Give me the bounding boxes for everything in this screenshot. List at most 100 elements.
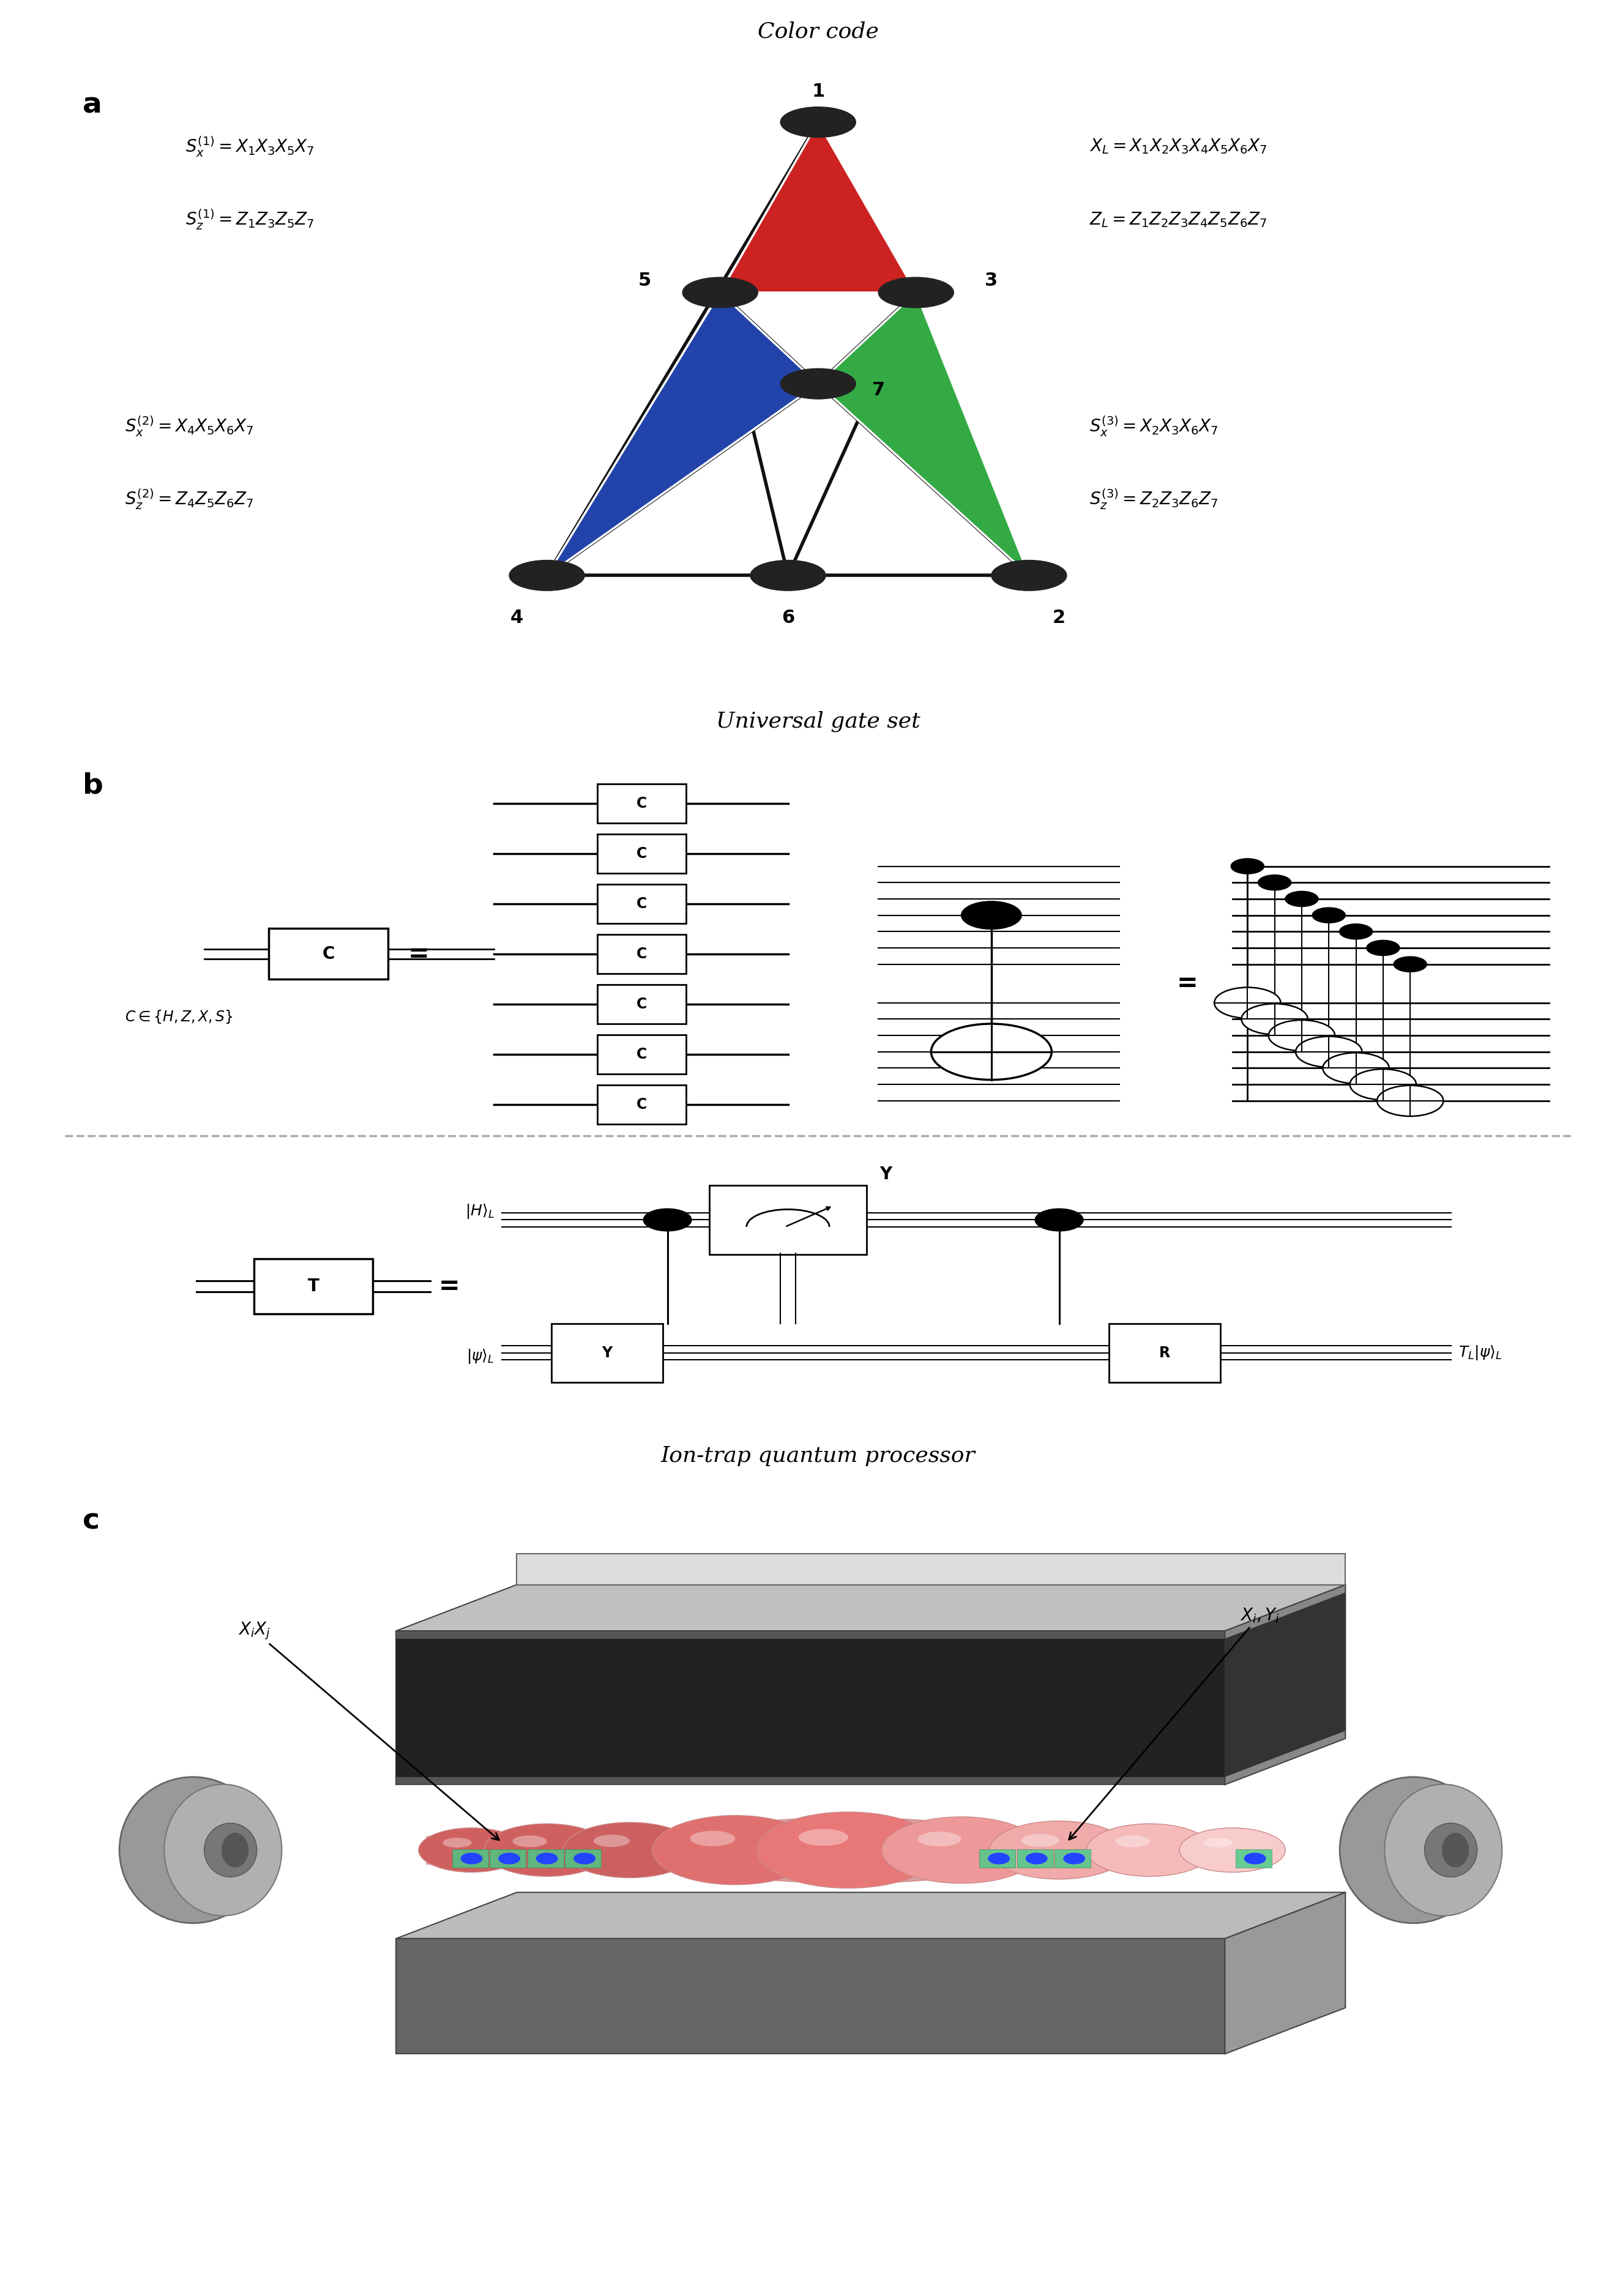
FancyBboxPatch shape — [1017, 1848, 1053, 1867]
Ellipse shape — [593, 1835, 630, 1846]
Ellipse shape — [1115, 1835, 1150, 1848]
Polygon shape — [517, 1554, 1345, 1584]
Text: $S_z^{(3)} = Z_2Z_3Z_6Z_7$: $S_z^{(3)} = Z_2Z_3Z_6Z_7$ — [1089, 487, 1218, 512]
Polygon shape — [818, 292, 1029, 576]
Ellipse shape — [442, 1837, 471, 1848]
FancyBboxPatch shape — [598, 1035, 687, 1075]
Text: C: C — [637, 996, 646, 1010]
FancyBboxPatch shape — [710, 1185, 867, 1254]
Text: T: T — [308, 1279, 319, 1295]
Polygon shape — [548, 292, 818, 576]
Text: 6: 6 — [781, 608, 794, 627]
FancyBboxPatch shape — [452, 1848, 488, 1867]
Circle shape — [573, 1853, 595, 1864]
Text: $S_x^{(1)} = X_1X_3X_5X_7$: $S_x^{(1)} = X_1X_3X_5X_7$ — [185, 135, 314, 158]
Circle shape — [1244, 1853, 1265, 1864]
Text: $S_z^{(2)} = Z_4Z_5Z_6Z_7$: $S_z^{(2)} = Z_4Z_5Z_6Z_7$ — [125, 487, 254, 512]
Text: $X_i, Y_i$: $X_i, Y_i$ — [1069, 1607, 1280, 1839]
Ellipse shape — [120, 1777, 266, 1924]
FancyBboxPatch shape — [489, 1848, 527, 1867]
Text: $|\psi\rangle_L$: $|\psi\rangle_L$ — [467, 1348, 494, 1366]
Text: =: = — [1176, 971, 1197, 996]
Circle shape — [682, 278, 758, 308]
Polygon shape — [1225, 1584, 1345, 1784]
Ellipse shape — [881, 1816, 1040, 1883]
Ellipse shape — [1179, 1828, 1285, 1871]
Text: 2: 2 — [1053, 608, 1066, 627]
Circle shape — [991, 560, 1066, 590]
FancyBboxPatch shape — [269, 928, 387, 978]
Text: R: R — [1158, 1345, 1170, 1359]
Polygon shape — [1225, 1892, 1345, 2055]
Ellipse shape — [204, 1823, 258, 1878]
Circle shape — [1268, 1019, 1335, 1052]
Circle shape — [1377, 1086, 1443, 1116]
Ellipse shape — [1424, 1823, 1477, 1878]
Circle shape — [1215, 987, 1281, 1017]
Text: C: C — [637, 946, 646, 962]
FancyBboxPatch shape — [598, 833, 687, 872]
Circle shape — [1035, 1208, 1084, 1231]
Ellipse shape — [690, 1830, 735, 1846]
Ellipse shape — [484, 1823, 609, 1876]
Ellipse shape — [799, 1830, 849, 1846]
Circle shape — [988, 1853, 1009, 1864]
Circle shape — [931, 1024, 1051, 1079]
FancyBboxPatch shape — [598, 783, 687, 822]
Circle shape — [1349, 1070, 1416, 1100]
FancyBboxPatch shape — [1236, 1848, 1272, 1867]
Text: 4: 4 — [510, 608, 523, 627]
Text: 3: 3 — [985, 271, 998, 289]
FancyBboxPatch shape — [980, 1848, 1016, 1867]
Circle shape — [781, 370, 855, 400]
Circle shape — [781, 108, 855, 138]
FancyBboxPatch shape — [528, 1848, 564, 1867]
Ellipse shape — [1442, 1832, 1469, 1867]
Ellipse shape — [512, 1835, 548, 1848]
Circle shape — [1285, 891, 1319, 907]
Ellipse shape — [990, 1821, 1129, 1878]
Text: $X_L = X_1X_2X_3X_4X_5X_6X_7$: $X_L = X_1X_2X_3X_4X_5X_6X_7$ — [1089, 138, 1267, 156]
Ellipse shape — [164, 1784, 282, 1915]
Ellipse shape — [919, 1832, 961, 1846]
Text: =: = — [439, 1274, 460, 1300]
Polygon shape — [397, 1938, 1225, 2055]
Text: $S_x^{(3)} = X_2X_3X_6X_7$: $S_x^{(3)} = X_2X_3X_6X_7$ — [1089, 416, 1218, 439]
Circle shape — [536, 1853, 557, 1864]
FancyBboxPatch shape — [598, 934, 687, 974]
Text: 7: 7 — [872, 381, 885, 400]
Circle shape — [509, 560, 585, 590]
Circle shape — [1324, 1054, 1388, 1084]
Circle shape — [1241, 1003, 1307, 1035]
Circle shape — [1025, 1853, 1047, 1864]
Circle shape — [1259, 875, 1291, 891]
Circle shape — [961, 902, 1022, 930]
Text: =: = — [408, 941, 429, 967]
Text: $S_z^{(1)} = Z_1Z_3Z_5Z_7$: $S_z^{(1)} = Z_1Z_3Z_5Z_7$ — [185, 207, 314, 232]
FancyBboxPatch shape — [598, 985, 687, 1024]
Text: Y: Y — [880, 1166, 893, 1182]
FancyBboxPatch shape — [598, 884, 687, 923]
Text: C: C — [637, 895, 646, 912]
Text: a: a — [83, 92, 102, 119]
Ellipse shape — [1385, 1784, 1502, 1915]
Circle shape — [1231, 859, 1264, 875]
FancyBboxPatch shape — [1055, 1848, 1090, 1867]
Text: Color code: Color code — [758, 21, 878, 41]
Polygon shape — [1225, 1593, 1345, 1777]
Text: Ion-trap quantum processor: Ion-trap quantum processor — [661, 1446, 975, 1467]
Circle shape — [1064, 1853, 1085, 1864]
Circle shape — [1393, 957, 1427, 971]
Ellipse shape — [1087, 1823, 1212, 1876]
Circle shape — [750, 560, 826, 590]
Text: Y: Y — [603, 1345, 612, 1359]
Circle shape — [1312, 907, 1345, 923]
Polygon shape — [721, 122, 915, 292]
Polygon shape — [397, 1639, 1225, 1777]
Polygon shape — [397, 1630, 1225, 1784]
Text: c: c — [83, 1508, 100, 1536]
Circle shape — [643, 1208, 692, 1231]
FancyBboxPatch shape — [598, 1084, 687, 1125]
Ellipse shape — [418, 1828, 525, 1871]
Text: $Z_L = Z_1Z_2Z_3Z_4Z_5Z_6Z_7$: $Z_L = Z_1Z_2Z_3Z_4Z_5Z_6Z_7$ — [1089, 211, 1267, 230]
